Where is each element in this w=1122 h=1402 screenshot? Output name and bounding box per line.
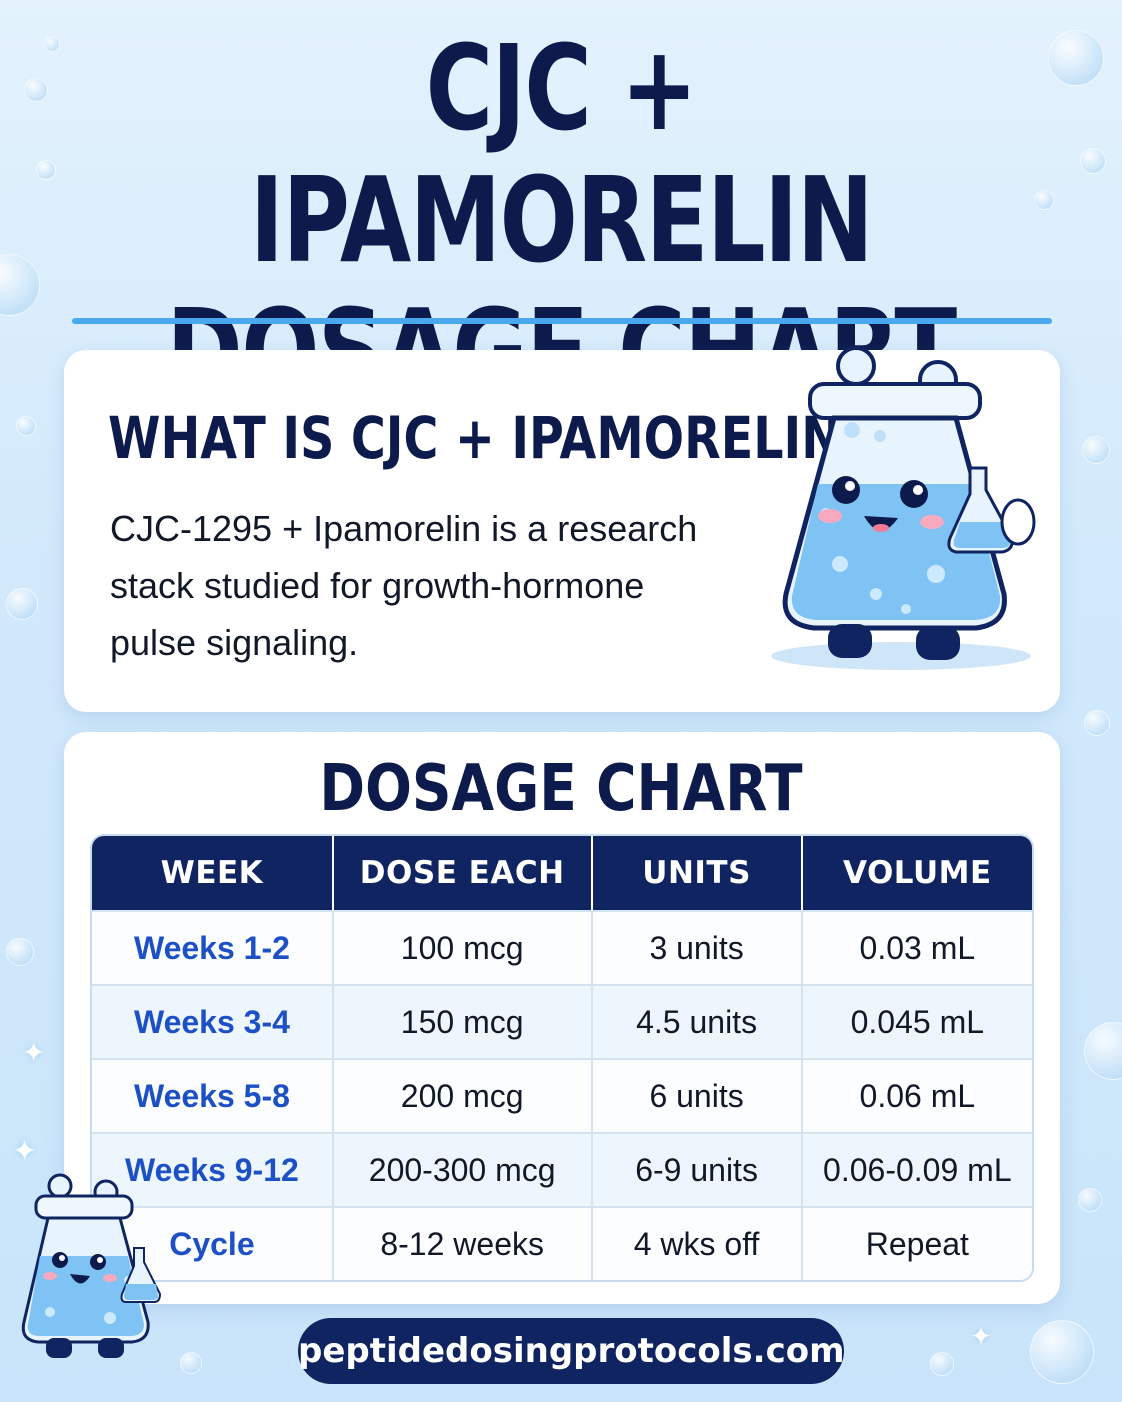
bubble-decoration — [1078, 1188, 1102, 1212]
cell-volume: 0.045 mL — [802, 984, 1032, 1058]
website-link[interactable]: peptidedosingprotocols.com — [298, 1318, 845, 1384]
column-header-volume: VOLUME — [802, 836, 1032, 910]
bubble-decoration — [6, 588, 38, 620]
cell-volume: 0.03 mL — [802, 910, 1032, 984]
bubble-decoration — [1084, 1022, 1122, 1080]
bubble-decoration — [930, 1352, 954, 1376]
cell-dose: 150 mcg — [333, 984, 593, 1058]
cell-volume: 0.06 mL — [802, 1058, 1032, 1132]
cell-units: 6 units — [592, 1058, 803, 1132]
cell-week: Weeks 3-4 — [92, 984, 334, 1058]
table-header-row: WEEK DOSE EACH UNITS VOLUME — [92, 836, 1032, 910]
title-line-1: CJC + IPAMORELIN — [249, 19, 874, 289]
cell-week: Weeks 5-8 — [92, 1058, 334, 1132]
dosage-heading: DOSAGE CHART — [319, 752, 803, 826]
bubble-decoration — [36, 160, 56, 180]
bubble-decoration — [1084, 710, 1110, 736]
bubble-decoration — [1048, 30, 1104, 86]
cell-volume: 0.06-0.09 mL — [802, 1132, 1032, 1206]
bubble-decoration — [1080, 148, 1106, 174]
cell-week: Cycle — [92, 1206, 334, 1280]
bubble-decoration — [1034, 190, 1054, 210]
bubble-decoration — [24, 78, 48, 102]
flask-mascot-icon — [21, 1173, 162, 1358]
dosage-table: WEEK DOSE EACH UNITS VOLUME Weeks 1-2 10… — [90, 834, 1034, 1282]
bubble-decoration — [1030, 1320, 1094, 1384]
cell-week: Weeks 9-12 — [92, 1132, 334, 1206]
bubble-decoration — [1082, 436, 1110, 464]
table-row: Weeks 5-8 200 mcg 6 units 0.06 mL — [92, 1058, 1032, 1132]
cell-dose: 8-12 weeks — [333, 1206, 593, 1280]
cell-dose: 100 mcg — [333, 910, 593, 984]
cell-units: 3 units — [592, 910, 803, 984]
bubble-decoration — [0, 254, 40, 316]
cell-units: 4 wks off — [592, 1206, 803, 1280]
cell-dose: 200-300 mcg — [333, 1132, 593, 1206]
bubble-decoration — [16, 416, 36, 436]
bubble-decoration — [180, 1352, 202, 1374]
flask-mascot-icon — [771, 346, 1036, 670]
bubble-decoration — [6, 938, 34, 966]
table-row: Weeks 1-2 100 mcg 3 units 0.03 mL — [92, 910, 1032, 984]
cell-units: 6-9 units — [592, 1132, 803, 1206]
cell-volume: Repeat — [802, 1206, 1032, 1280]
intro-heading: WHAT IS CJC + IPAMORELIN? — [108, 404, 869, 472]
table-row: Weeks 9-12 200-300 mcg 6-9 units 0.06-0.… — [92, 1132, 1032, 1206]
sparkle-decoration: ✦ — [970, 1322, 992, 1352]
cell-dose: 200 mcg — [333, 1058, 593, 1132]
title-divider — [72, 318, 1052, 324]
intro-body: CJC-1295 + Ipamorelin is a research stac… — [110, 508, 698, 663]
sparkle-decoration: ✦ — [22, 1036, 46, 1069]
column-header-week: WEEK — [92, 836, 334, 910]
table-row: Cycle 8-12 weeks 4 wks off Repeat — [92, 1206, 1032, 1280]
sparkle-decoration: ✦ — [12, 1134, 38, 1169]
cell-week: Weeks 1-2 — [92, 910, 334, 984]
column-header-units: UNITS — [592, 836, 803, 910]
column-header-dose: DOSE EACH — [333, 836, 593, 910]
table-row: Weeks 3-4 150 mcg 4.5 units 0.045 mL — [92, 984, 1032, 1058]
cell-units: 4.5 units — [592, 984, 803, 1058]
bubble-decoration — [44, 36, 60, 52]
